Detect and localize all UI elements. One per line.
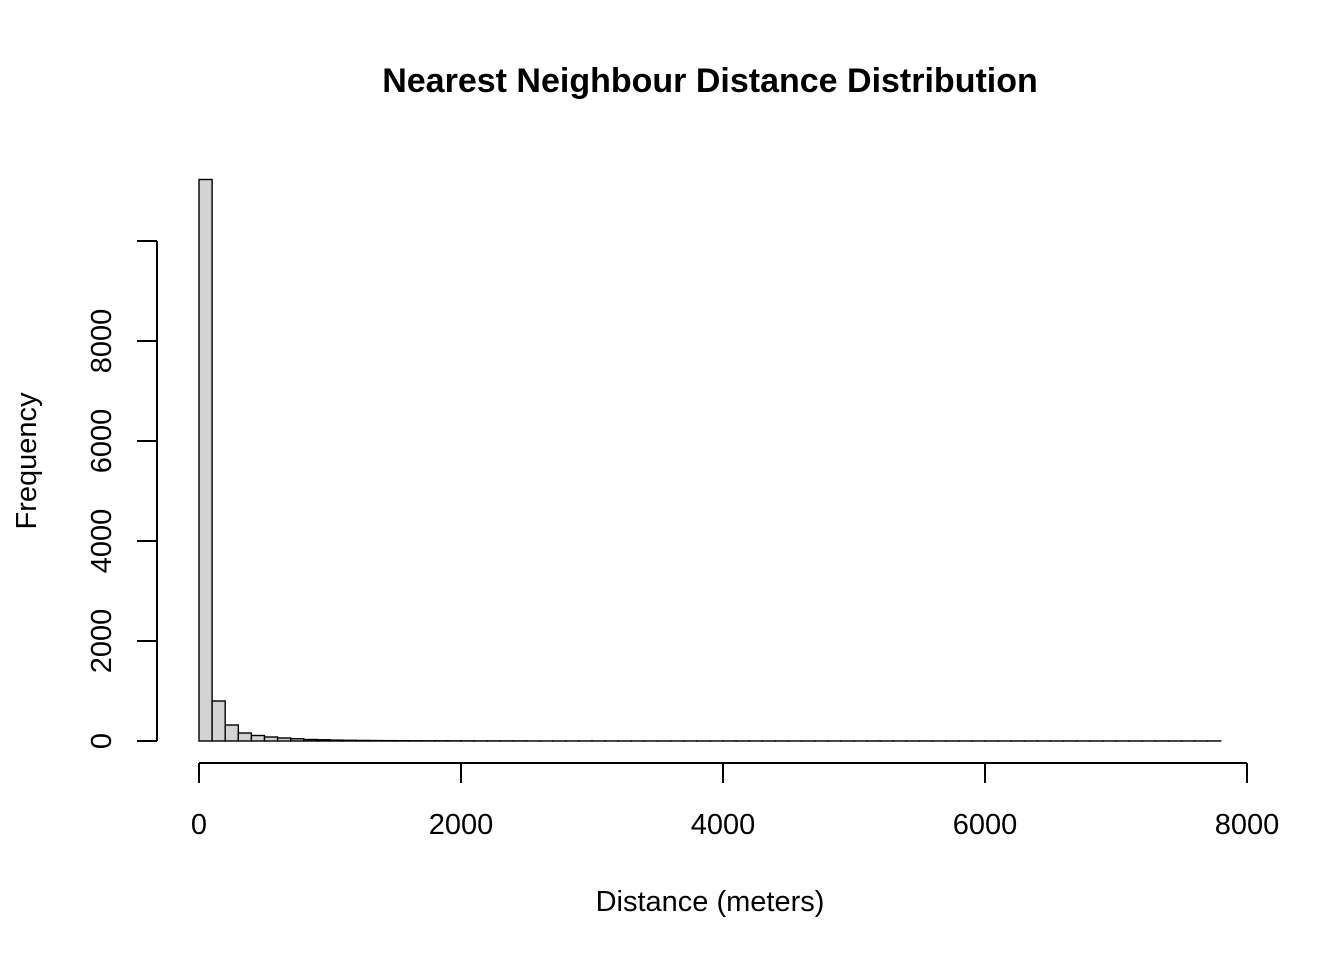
histogram-bar — [250, 734, 266, 742]
chart-title: Nearest Neighbour Distance Distribution — [382, 62, 1038, 100]
histogram-bar — [303, 738, 318, 742]
y-axis-tick-label: 0 — [86, 733, 118, 749]
histogram-bar — [316, 739, 331, 742]
x-axis-tick-label: 2000 — [429, 809, 494, 841]
histogram-bar — [355, 739, 371, 742]
histogram-bar — [342, 739, 357, 742]
histogram-bar — [290, 738, 305, 742]
histogram-bar — [224, 724, 239, 742]
x-axis-tick-label: 8000 — [1215, 809, 1280, 841]
y-axis-tick-label: 4000 — [86, 509, 118, 574]
histogram-bars — [198, 178, 1222, 742]
y-axis-tick-label: 8000 — [86, 309, 118, 374]
x-axis-label: Distance (meters) — [596, 886, 825, 918]
histogram-bar — [329, 739, 344, 742]
x-axis-tick-label: 6000 — [953, 809, 1018, 841]
histogram-bar — [263, 736, 279, 742]
x-axis-ticks: 0 2000 4000 6000 8000 — [191, 763, 1279, 841]
histogram-bar — [237, 732, 253, 742]
y-axis-tick-label: 2000 — [86, 609, 118, 674]
y-axis-ticks: 0 2000 4000 6000 8000 — [86, 240, 157, 749]
histogram-bar — [198, 178, 213, 742]
x-axis-tick-label: 4000 — [691, 809, 756, 841]
x-axis-tick-label: 0 — [191, 809, 207, 841]
histogram-bar — [276, 737, 292, 742]
y-axis-tick-label: 6000 — [86, 409, 118, 474]
y-axis-label: Frequency — [11, 392, 43, 530]
histogram-bar — [211, 700, 226, 742]
